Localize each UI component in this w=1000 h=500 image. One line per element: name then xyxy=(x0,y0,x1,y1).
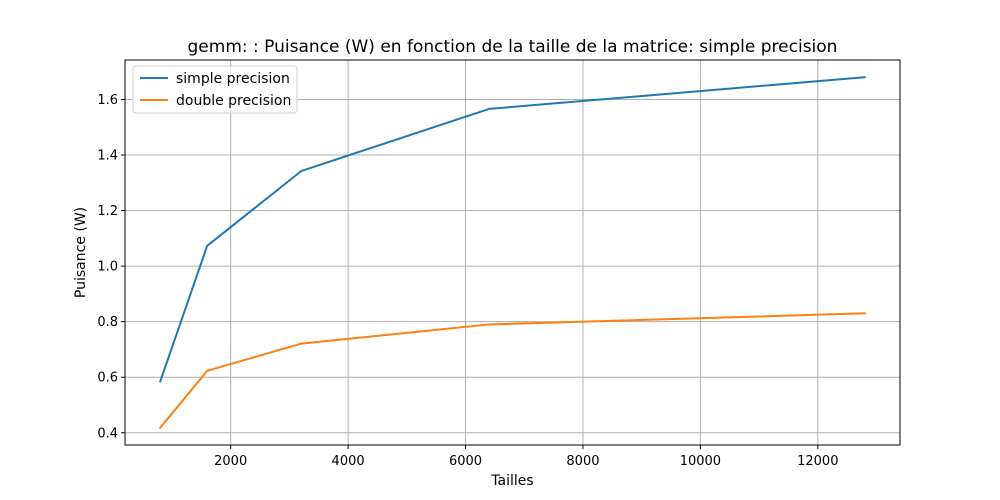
grid-lines xyxy=(125,60,900,445)
y-tick-label: 1.2 xyxy=(97,204,118,219)
y-axis-label: Puisance (W) xyxy=(73,207,89,298)
x-tick-label: 10000 xyxy=(680,454,721,469)
y-tick-label: 0.8 xyxy=(97,315,118,330)
legend: simple precision double precision xyxy=(132,65,298,114)
x-tick-label: 4000 xyxy=(332,454,365,469)
x-tick-label: 2000 xyxy=(214,454,247,469)
x-tick-label: 8000 xyxy=(566,454,599,469)
axis-ticks: 2000 4000 6000 8000 10000 12000 0.4 0.6 0.8 1.0 1.… xyxy=(97,93,838,469)
plot-frame xyxy=(124,59,901,446)
x-tick-label: 6000 xyxy=(449,454,482,469)
legend-label-simple-precision: simple precision xyxy=(176,71,290,87)
legend-label-double-precision: double precision xyxy=(176,93,291,109)
chart-title: gemm: : Puisance (W) en fonction de la t… xyxy=(188,37,838,57)
plot-area xyxy=(125,60,900,445)
y-tick-label: 1.0 xyxy=(97,260,118,275)
y-tick-label: 1.4 xyxy=(97,149,118,164)
y-tick-label: 0.6 xyxy=(97,371,118,386)
y-tick-label: 1.6 xyxy=(97,93,118,108)
series-line-simple-precision xyxy=(158,76,866,383)
x-tick-label: 12000 xyxy=(797,454,838,469)
y-tick-label: 0.4 xyxy=(97,426,118,441)
legend-box xyxy=(132,65,298,114)
series-lines xyxy=(158,76,866,430)
x-axis-label: Tailles xyxy=(490,473,533,489)
series-line-double-precision xyxy=(158,312,866,430)
